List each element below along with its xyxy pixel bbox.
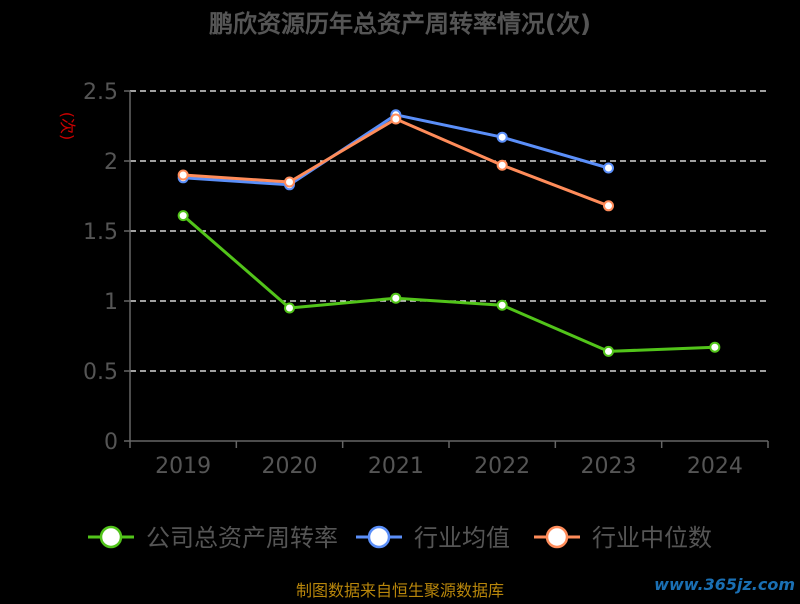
legend-label: 行业均值 xyxy=(414,524,510,552)
data-point xyxy=(284,176,295,188)
data-source-note: 制图数据来自恒生聚源数据库 xyxy=(296,581,504,600)
watermark: www.365jz.com xyxy=(654,575,795,594)
data-point xyxy=(709,341,721,353)
data-point xyxy=(603,345,614,357)
y-tick-label: 1.5 xyxy=(83,220,118,245)
data-point xyxy=(177,169,189,181)
data-point xyxy=(284,302,295,314)
series-layer xyxy=(177,109,721,357)
legend-label: 公司总资产周转率 xyxy=(146,524,338,552)
x-tick-label: 2021 xyxy=(368,454,424,479)
y-axis-label: (次) xyxy=(58,112,77,141)
legend-swatch-marker xyxy=(545,525,569,549)
x-tick-label: 2020 xyxy=(262,454,318,479)
grid-layer xyxy=(130,90,768,372)
chart-title: 鹏欣资源历年总资产周转率情况(次) xyxy=(209,10,591,38)
y-tick-label: 0 xyxy=(104,430,118,455)
data-point xyxy=(390,113,402,125)
data-point xyxy=(603,162,614,174)
x-tick-label: 2024 xyxy=(687,454,743,479)
x-tick-label: 2023 xyxy=(581,454,637,479)
data-point xyxy=(177,210,189,222)
x-tick-label: 2019 xyxy=(155,454,211,479)
data-point xyxy=(603,200,614,212)
x-tick-label: 2022 xyxy=(474,454,530,479)
axis-layer: 0 0.5 1 1.5 2 2.5 2019 2020 2021 2022 2023 2024 xyxy=(83,80,769,479)
data-point xyxy=(390,292,402,304)
data-point xyxy=(496,299,508,311)
data-point xyxy=(496,131,508,143)
legend-swatch-marker xyxy=(367,525,391,549)
series-line-1 xyxy=(183,113,609,187)
data-point xyxy=(496,159,508,171)
legend-item: 行业中位数 xyxy=(534,524,712,552)
legend: 公司总资产周转率 行业均值 行业中位数 xyxy=(88,524,712,552)
legend-item: 行业均值 xyxy=(356,524,510,552)
y-tick-label: 1 xyxy=(104,290,118,315)
legend-item: 公司总资产周转率 xyxy=(88,524,338,552)
legend-swatch-marker xyxy=(99,525,123,549)
y-tick-label: 2.5 xyxy=(83,80,118,105)
y-tick-label: 2 xyxy=(104,150,118,175)
series-line-2 xyxy=(183,117,610,208)
series-line-0 xyxy=(182,214,715,353)
legend-label: 行业中位数 xyxy=(592,524,712,552)
y-tick-label: 0.5 xyxy=(83,360,118,385)
